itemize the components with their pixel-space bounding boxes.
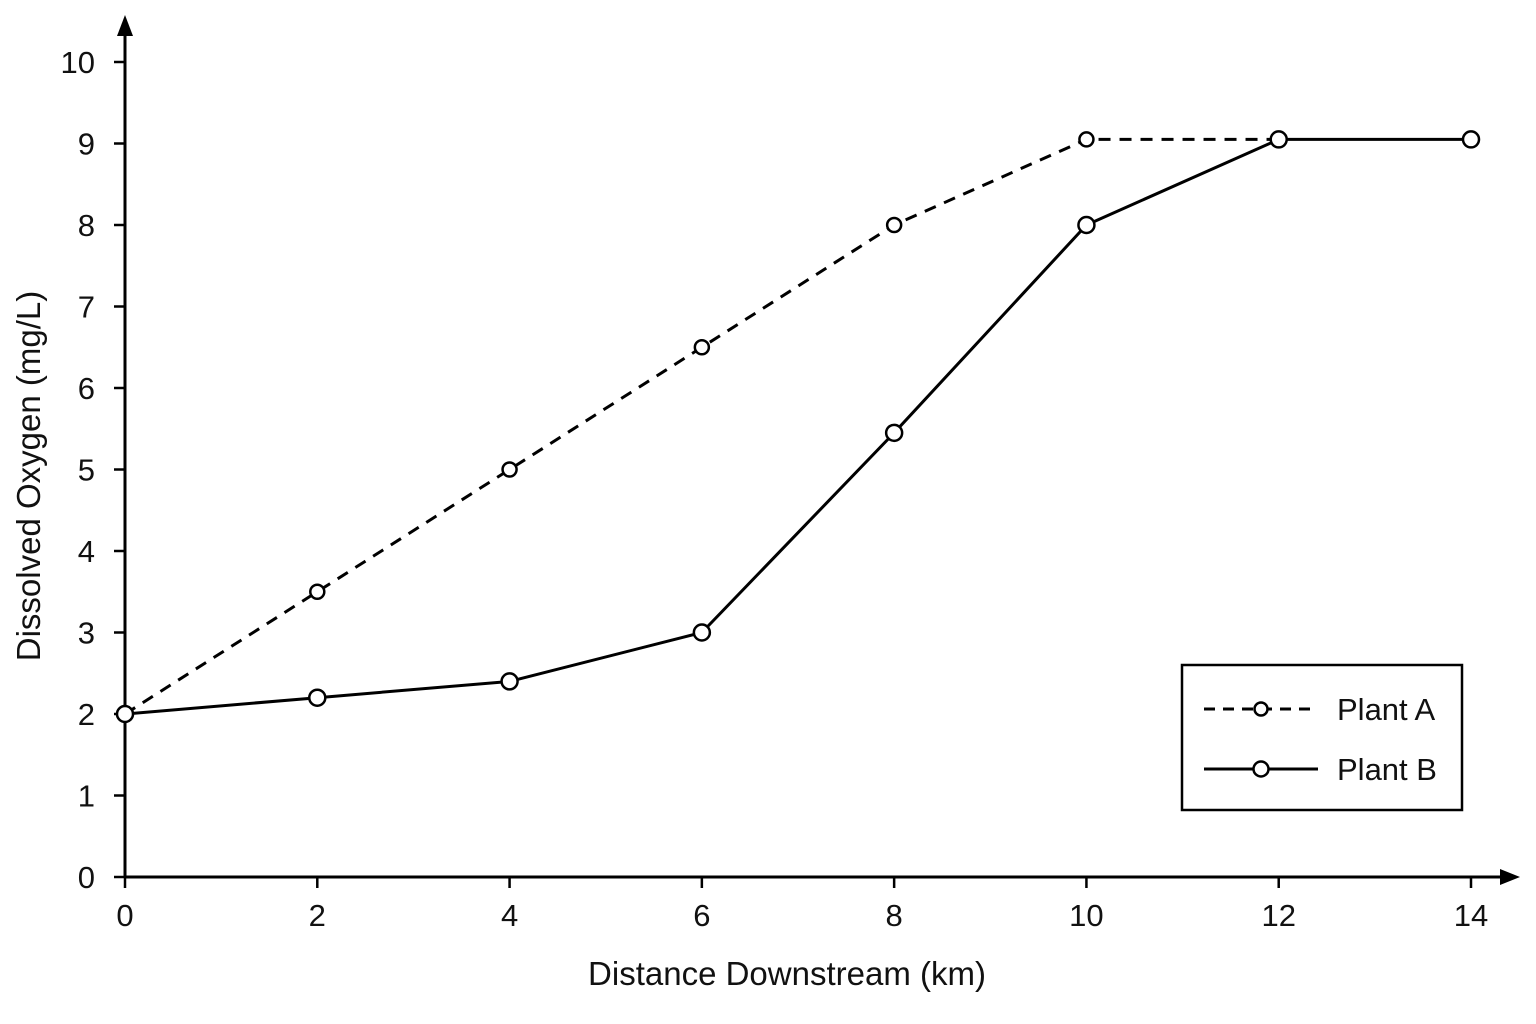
series-layer [115, 130, 1481, 724]
x-axis-ticks: 0 2 4 6 8 10 12 14 [116, 877, 1488, 933]
x-tick-label: 8 [886, 898, 903, 933]
legend-label-plant-a: Plant A [1337, 692, 1436, 727]
y-tick-label: 4 [78, 534, 95, 569]
y-tick-label: 7 [78, 290, 95, 325]
y-tick-label: 10 [61, 45, 95, 80]
data-point-plant-a [1078, 131, 1095, 148]
y-axis-arrowhead [117, 15, 133, 36]
y-tick-label: 2 [78, 697, 95, 732]
data-point-plant-b [884, 423, 904, 443]
y-tick-label: 5 [78, 453, 95, 488]
x-tick-label: 12 [1261, 898, 1295, 933]
data-point-plant-b [115, 704, 135, 724]
x-tick-label: 14 [1454, 898, 1488, 933]
y-axis-label: Dissolved Oxygen (mg/L) [10, 291, 47, 661]
data-point-plant-b [1269, 130, 1288, 149]
legend-marker-plant-b [1252, 760, 1270, 778]
y-axis-ticks: 0 1 2 3 4 5 6 7 8 9 10 [61, 45, 125, 895]
legend-label-plant-b: Plant B [1337, 752, 1437, 787]
x-tick-label: 6 [693, 898, 710, 933]
legend: Plant A Plant B [1180, 663, 1464, 812]
series-line-plant-b [124, 137, 1471, 716]
y-tick-label: 6 [78, 371, 95, 406]
data-point-plant-b [692, 623, 712, 642]
series-plant-b [115, 130, 1481, 724]
y-tick-label: 8 [78, 208, 95, 243]
data-point-plant-b [1461, 130, 1481, 149]
legend-marker-plant-a [1253, 701, 1269, 717]
y-tick-label: 0 [78, 860, 95, 895]
x-tick-label: 10 [1069, 898, 1103, 933]
data-point-plant-a [309, 583, 326, 600]
y-tick-label: 1 [78, 779, 95, 814]
data-point-plant-b [500, 672, 519, 691]
data-point-plant-a [693, 339, 711, 356]
data-point-plant-a [885, 216, 903, 234]
x-tick-label: 0 [116, 898, 133, 933]
legend-box [1180, 663, 1464, 812]
x-axis-arrowhead [1500, 869, 1520, 885]
y-tick-label: 9 [78, 127, 95, 162]
data-point-plant-b [1077, 215, 1096, 235]
x-axis-label: Distance Downstream (km) [588, 955, 986, 992]
data-point-plant-a [501, 461, 518, 478]
axes [117, 15, 1520, 885]
y-tick-label: 3 [78, 616, 95, 651]
data-point-plant-b [308, 688, 327, 707]
x-tick-label: 4 [501, 898, 518, 933]
x-tick-label: 2 [309, 898, 326, 933]
